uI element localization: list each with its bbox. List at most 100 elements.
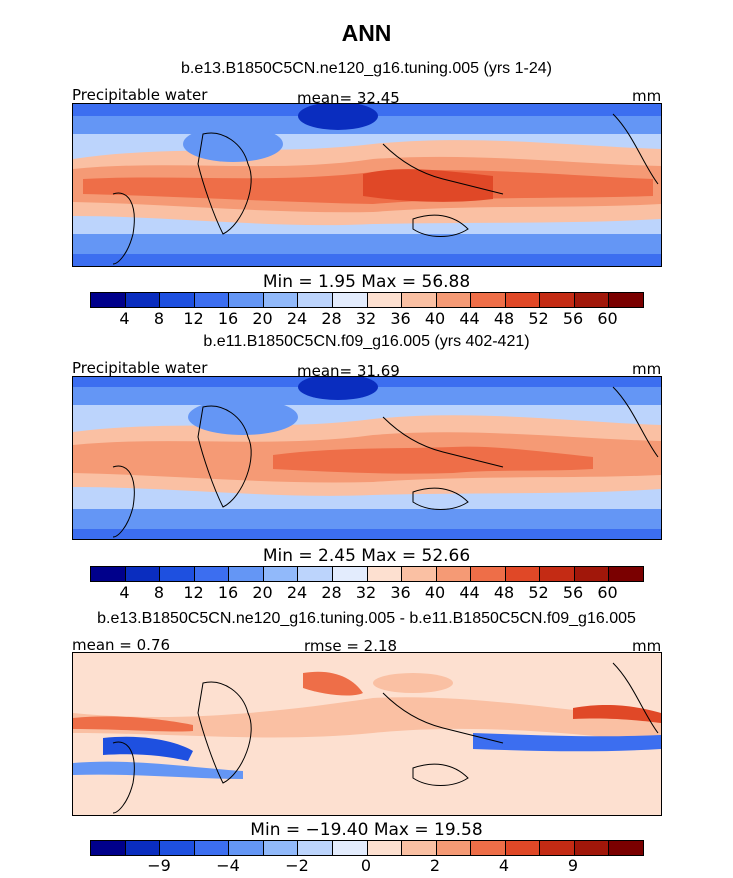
colorbar-tick-label: 44 xyxy=(459,583,480,602)
colorbar-tick-label: 16 xyxy=(217,583,239,602)
panel2-mean-label: mean= 31.69 xyxy=(297,362,400,380)
colorbar-cell xyxy=(609,567,643,581)
colorbar-cell xyxy=(298,567,333,581)
colorbar-cell xyxy=(298,841,333,855)
colorbar-tick-label: 32 xyxy=(355,583,377,602)
colorbar-tick-label: 56 xyxy=(562,309,584,328)
colorbar-cell xyxy=(436,841,472,855)
panel3-min-max: Min = −19.40 Max = 19.58 xyxy=(250,820,483,840)
colorbar-cell xyxy=(609,293,643,307)
colorbar-cell xyxy=(125,841,161,855)
colorbar-tick-label: 4 xyxy=(498,856,510,875)
colorbar-cell xyxy=(91,567,126,581)
colorbar-cell xyxy=(125,567,161,581)
colorbar-cell xyxy=(436,567,472,581)
colorbar-cell xyxy=(194,293,230,307)
colorbar-cell xyxy=(229,293,264,307)
panel1-units-label: mm xyxy=(632,87,662,105)
colorbar-cell xyxy=(471,841,506,855)
colorbar-cell xyxy=(160,293,195,307)
colorbar-tick-label: 12 xyxy=(183,309,204,328)
colorbar-cell xyxy=(91,841,126,855)
colorbar-tick-label: 60 xyxy=(597,309,618,328)
colorbar-tick-label: 16 xyxy=(217,309,239,328)
colorbar-cell xyxy=(574,567,610,581)
colorbar-tick-label: 24 xyxy=(286,583,308,602)
panel1-variable-label: Precipitable water xyxy=(72,86,208,104)
panel1-min-max: Min = 1.95 Max = 56.88 xyxy=(262,272,471,292)
panel2-units-label: mm xyxy=(632,360,662,378)
panel1-mean-label: mean= 32.45 xyxy=(297,89,400,107)
colorbar-tick-label: −9 xyxy=(147,856,171,875)
panel3-map-svg xyxy=(73,653,661,815)
colorbar-cell xyxy=(540,841,575,855)
colorbar-cell xyxy=(194,841,230,855)
colorbar-tick-label: 12 xyxy=(183,583,204,602)
colorbar-tick-label: 48 xyxy=(493,583,515,602)
colorbar-cell xyxy=(125,293,161,307)
colorbar-tick-label: 2 xyxy=(429,856,441,875)
colorbar-tick-label: 40 xyxy=(424,583,446,602)
colorbar-cell xyxy=(332,841,368,855)
colorbar-tick-label: 36 xyxy=(390,309,411,328)
colorbar-tick-label: −4 xyxy=(216,856,240,875)
panel1-subtitle: b.e13.B1850C5CN.ne120_g16.tuning.005 (yr… xyxy=(181,60,552,77)
colorbar-cell xyxy=(402,841,437,855)
colorbar-tick-label: 20 xyxy=(252,309,273,328)
colorbar-cell xyxy=(332,567,368,581)
panel3-units-label: mm xyxy=(632,637,662,655)
panel3-map xyxy=(72,652,662,816)
colorbar-cell xyxy=(402,293,437,307)
colorbar-cell xyxy=(574,293,610,307)
colorbar-tick-label: 36 xyxy=(390,583,411,602)
colorbar-tick-label: 4 xyxy=(119,309,130,328)
figure-title: ANN xyxy=(341,20,392,46)
colorbar-tick-label: 52 xyxy=(528,583,549,602)
colorbar-cell xyxy=(402,567,437,581)
panel1-colorbar xyxy=(90,292,644,308)
colorbar-cell xyxy=(505,841,541,855)
panel2-map xyxy=(72,376,662,540)
colorbar-tick-label: 8 xyxy=(153,583,165,602)
colorbar-cell xyxy=(263,293,299,307)
colorbar-cell xyxy=(229,567,264,581)
colorbar-tick-label: 40 xyxy=(424,309,446,328)
panel1-map xyxy=(72,103,662,267)
colorbar-cell xyxy=(160,841,195,855)
colorbar-cell xyxy=(540,567,575,581)
colorbar-cell xyxy=(436,293,472,307)
colorbar-cell xyxy=(609,841,643,855)
colorbar-cell xyxy=(367,841,403,855)
panel2-variable-label: Precipitable water xyxy=(72,359,208,377)
colorbar-cell xyxy=(263,841,299,855)
colorbar-tick-label: 56 xyxy=(562,583,584,602)
colorbar-cell xyxy=(194,567,230,581)
colorbar-tick-label: 4 xyxy=(119,583,130,602)
panel3-subtitle: b.e13.B1850C5CN.ne120_g16.tuning.005 - b… xyxy=(97,610,636,627)
panel2-min-max: Min = 2.45 Max = 52.66 xyxy=(262,546,471,566)
colorbar-tick-label: 32 xyxy=(355,309,377,328)
panel2-map-svg xyxy=(73,377,661,539)
colorbar-cell xyxy=(471,293,506,307)
colorbar-cell xyxy=(332,293,368,307)
panel2-subtitle: b.e11.B1850C5CN.f09_g16.005 (yrs 402-421… xyxy=(203,333,530,350)
colorbar-cell xyxy=(505,567,541,581)
colorbar-cell xyxy=(91,293,126,307)
colorbar-cell xyxy=(540,293,575,307)
colorbar-cell xyxy=(574,841,610,855)
colorbar-cell xyxy=(263,567,299,581)
panel2-colorbar xyxy=(90,566,644,582)
colorbar-tick-label: 20 xyxy=(252,583,273,602)
colorbar-tick-label: 48 xyxy=(493,309,515,328)
colorbar-tick-label: 24 xyxy=(286,309,308,328)
colorbar-cell xyxy=(367,567,403,581)
panel3-mean-label: mean = 0.76 xyxy=(72,636,171,654)
colorbar-cell xyxy=(471,567,506,581)
colorbar-tick-label: 60 xyxy=(597,583,618,602)
colorbar-cell xyxy=(505,293,541,307)
colorbar-tick-label: 8 xyxy=(153,309,165,328)
colorbar-cell xyxy=(298,293,333,307)
colorbar-tick-label: 28 xyxy=(321,583,342,602)
panel3-colorbar xyxy=(90,840,644,856)
colorbar-tick-label: 44 xyxy=(459,309,480,328)
